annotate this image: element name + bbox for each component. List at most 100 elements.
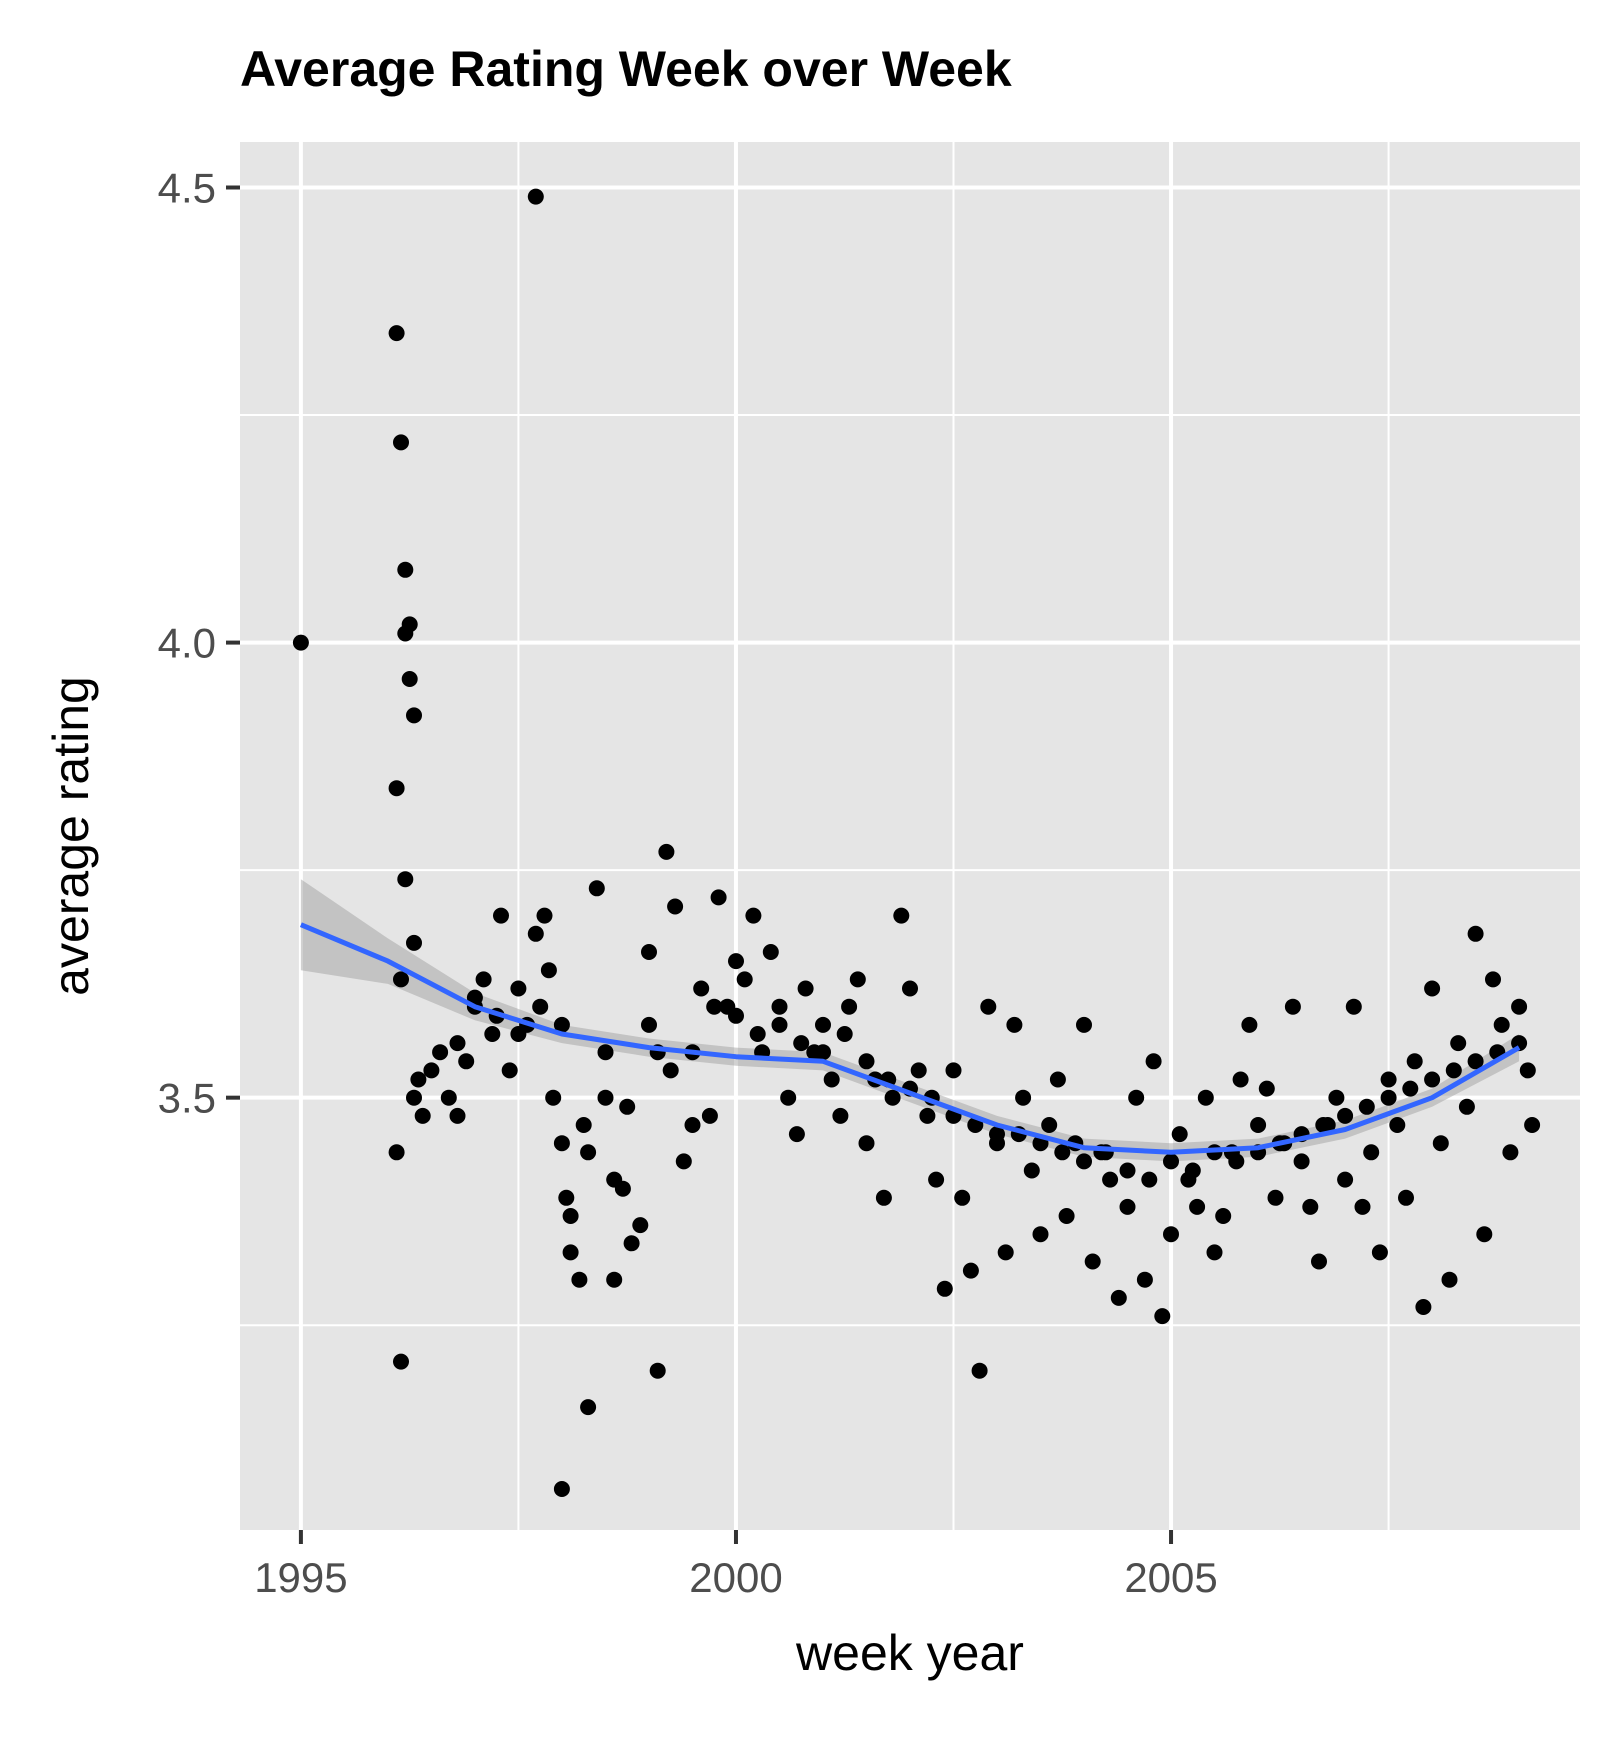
data-point-93 <box>1058 1208 1075 1224</box>
data-point-154 <box>575 1117 592 1133</box>
data-point-44 <box>632 1217 649 1234</box>
data-point-165 <box>815 1044 831 1061</box>
data-point-177 <box>1076 1153 1092 1170</box>
data-point-152 <box>532 998 549 1015</box>
data-point-77 <box>919 1107 936 1124</box>
data-point-16 <box>410 1071 427 1088</box>
data-point-201 <box>606 1171 623 1188</box>
data-point-90 <box>1032 1226 1049 1243</box>
data-points <box>292 188 1541 1497</box>
data-point-6 <box>401 671 418 687</box>
data-point-143 <box>1493 1016 1510 1033</box>
data-point-127 <box>1354 1198 1371 1215</box>
data-point-153 <box>553 1016 570 1033</box>
data-point-49 <box>675 1153 692 1170</box>
data-point-141 <box>1476 1226 1493 1243</box>
data-point-134 <box>1415 1299 1432 1315</box>
data-point-83 <box>971 1362 988 1379</box>
y-tick-label-2: 4.5 <box>158 165 216 212</box>
data-point-7 <box>406 707 422 724</box>
data-point-151 <box>510 1026 527 1042</box>
data-point-193 <box>1424 1071 1441 1088</box>
data-point-182 <box>1184 1162 1201 1179</box>
data-point-70 <box>858 1135 875 1152</box>
data-point-61 <box>780 1089 797 1106</box>
data-point-102 <box>1136 1271 1153 1288</box>
data-point-191 <box>1380 1089 1397 1106</box>
data-point-98 <box>1102 1171 1119 1188</box>
data-point-18 <box>423 1062 440 1079</box>
data-point-38 <box>580 1144 597 1161</box>
data-point-24 <box>475 971 492 988</box>
data-point-25 <box>484 1026 501 1042</box>
confidence-band <box>300 879 1520 1162</box>
data-point-139 <box>1458 1098 1475 1115</box>
data-point-89 <box>1023 1162 1040 1179</box>
data-point-84 <box>980 998 997 1015</box>
data-point-104 <box>1154 1308 1171 1325</box>
data-point-27 <box>501 1062 518 1079</box>
data-point-87 <box>1006 1016 1023 1033</box>
data-point-113 <box>1232 1071 1249 1088</box>
data-point-11 <box>393 971 409 988</box>
data-point-106 <box>1171 1126 1188 1143</box>
data-point-52 <box>701 1107 718 1124</box>
smooth-line <box>299 922 1521 1155</box>
data-point-95 <box>1076 1016 1092 1033</box>
data-point-126 <box>1345 998 1362 1015</box>
data-point-48 <box>667 898 684 915</box>
data-point-120 <box>1293 1153 1310 1170</box>
data-point-37 <box>571 1271 588 1288</box>
data-point-100 <box>1119 1198 1136 1215</box>
data-point-179 <box>1119 1162 1136 1179</box>
data-point-146 <box>1519 1062 1536 1079</box>
data-point-62 <box>788 1126 805 1143</box>
y-tick-label-0: 3.5 <box>158 1075 216 1122</box>
data-point-145 <box>1511 998 1528 1015</box>
data-point-73 <box>884 1089 901 1106</box>
data-point-163 <box>771 998 788 1015</box>
data-point-36 <box>562 1244 579 1261</box>
data-point-136 <box>1432 1135 1449 1152</box>
x-axis: 1995 2000 2005 <box>254 1530 1218 1601</box>
data-point-9 <box>397 871 414 888</box>
data-point-124 <box>1328 1089 1345 1106</box>
plot-panel <box>240 142 1580 1530</box>
data-point-26 <box>493 907 509 924</box>
data-point-76 <box>910 1062 927 1079</box>
data-point-1 <box>388 325 405 342</box>
data-point-74 <box>893 907 910 924</box>
data-point-128 <box>1363 1144 1380 1161</box>
x-tick-label-2: 2005 <box>1124 1554 1217 1601</box>
data-point-28 <box>510 980 527 997</box>
data-point-133 <box>1406 1053 1423 1070</box>
data-point-72 <box>875 1189 892 1206</box>
data-point-156 <box>619 1098 636 1115</box>
data-point-114 <box>1241 1016 1258 1033</box>
data-point-47 <box>658 843 675 860</box>
data-point-68 <box>841 998 858 1015</box>
data-point-122 <box>1311 1253 1327 1270</box>
data-point-88 <box>1015 1089 1032 1106</box>
data-point-39 <box>588 880 605 897</box>
data-point-117 <box>1267 1189 1284 1206</box>
data-point-147 <box>1524 1117 1541 1133</box>
data-point-129 <box>1371 1244 1388 1261</box>
data-point-86 <box>997 1244 1014 1261</box>
data-point-45 <box>641 944 657 960</box>
data-point-155 <box>597 1044 614 1061</box>
data-point-161 <box>728 1007 744 1024</box>
data-point-184 <box>1228 1153 1245 1170</box>
data-point-173 <box>989 1126 1005 1143</box>
data-point-57 <box>745 907 762 924</box>
data-point-109 <box>1197 1089 1214 1106</box>
chart-title: Average Rating Week over Week <box>240 41 1012 97</box>
data-point-198 <box>580 1399 597 1416</box>
data-point-190 <box>1358 1098 1375 1115</box>
data-point-131 <box>1389 1117 1406 1133</box>
data-point-192 <box>1402 1080 1419 1097</box>
x-tick-label-1: 2000 <box>689 1554 782 1601</box>
data-point-17 <box>414 1107 431 1124</box>
y-tick-label-1: 4.0 <box>158 620 216 667</box>
data-point-195 <box>1467 1053 1484 1070</box>
